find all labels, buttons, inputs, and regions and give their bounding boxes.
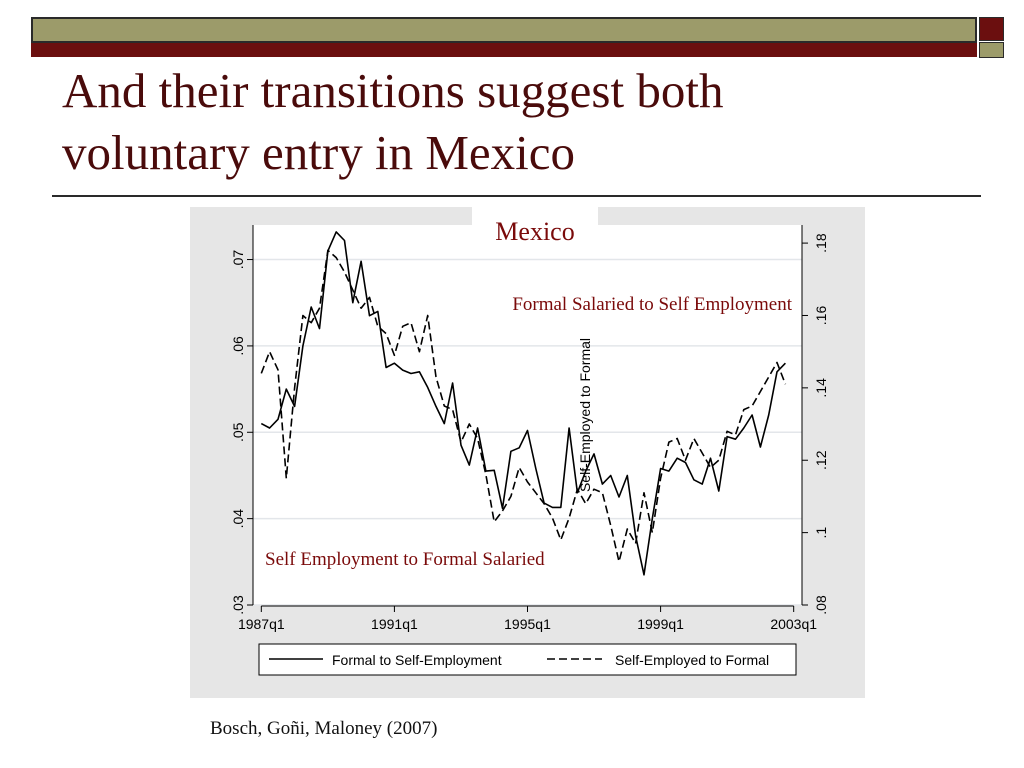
corner-square-top [979,17,1004,41]
header-band [31,17,977,43]
chart-panel: .03 .04 .05 .06 .07 .08 .1 .12 .14 .16 .18 1987q1 19… [190,207,865,698]
series-line-formal-to-self-employment [260,231,786,576]
y-right-tick-label: .14 [813,378,829,398]
title-divider [52,195,981,197]
y-right-tick-label: .08 [813,595,829,615]
x-tick-label: 1987q1 [238,616,285,632]
x-tick-label: 1991q1 [371,616,418,632]
series-line-self-employed-to-formal [260,249,787,563]
slide-title-line2: voluntary entry in Mexico [62,125,576,180]
legend-label-self-employed-to-formal: Self-Employed to Formal [615,652,769,668]
y-right-axis-title: Self-Employed to Formal [577,338,593,492]
chart-title: Mexico [495,217,574,246]
annotation-self-to-formal: Self Employment to Formal Salaried [265,549,545,570]
y-left-tick-label: .05 [230,422,246,442]
x-tick-label: 2003q1 [770,616,817,632]
y-right-tick-label: .16 [813,306,829,326]
y-left-tick-label: .06 [230,336,246,356]
y-left-tick-label: .03 [230,595,246,615]
y-right-tick-label: .18 [813,233,829,253]
y-left-tick-label: .07 [230,250,246,270]
corner-square-bottom [979,42,1004,58]
chart-title-box [472,207,598,251]
slide-title: And their transitions suggest both volun… [62,60,962,184]
y-right-tick-label: .12 [813,450,829,470]
plot-area [253,225,802,605]
header-stripe [31,43,977,57]
legend-label-formal-to-self-employment: Formal to Self-Employment [332,652,502,668]
y-left-tick-label: .04 [230,509,246,529]
line-chart: .03 .04 .05 .06 .07 .08 .1 .12 .14 .16 .18 1987q1 19… [230,207,829,676]
y-right-tick-label: .1 [813,527,829,539]
x-tick-label: 1999q1 [637,616,684,632]
citation: Bosch, Goñi, Maloney (2007) [210,718,438,739]
slide-title-line1: And their transitions suggest both [62,63,724,118]
annotation-formal-to-self: Formal Salaried to Self Employment [512,294,792,315]
legend-box [258,643,797,676]
x-tick-label: 1995q1 [504,616,551,632]
